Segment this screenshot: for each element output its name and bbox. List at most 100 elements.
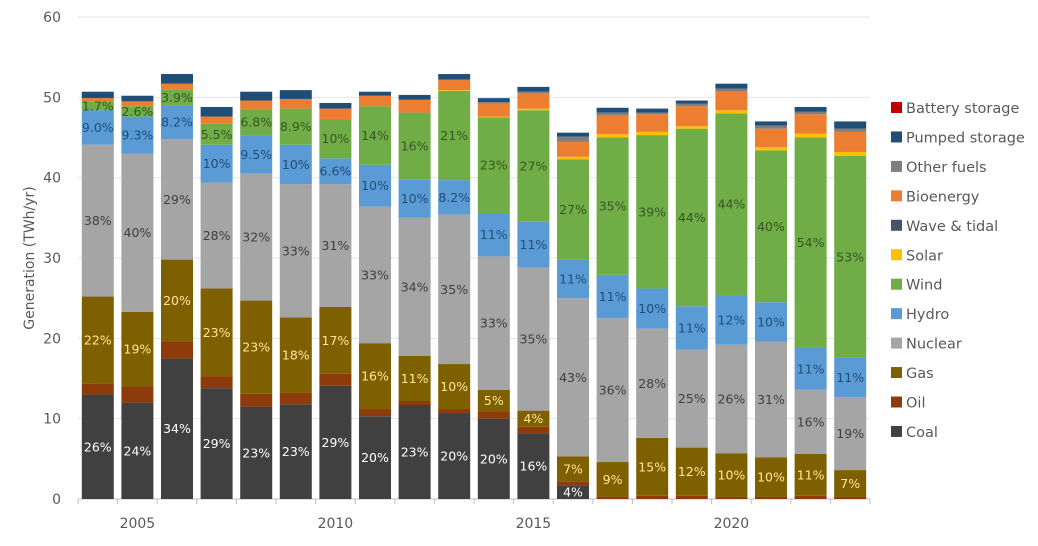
bar-segment-bioenergy [636,114,669,132]
bar-segment-hydro [477,213,510,257]
data-label: 35% [520,332,548,347]
bar-segment-oil [834,496,867,499]
data-label: 10% [282,157,310,172]
bar-segment-bioenergy [477,103,510,117]
bar-segment-bioenergy [596,115,629,135]
y-tick-label: 50 [43,90,61,106]
data-labels: 26% 22% 38% 9.0% 1.7% 24% 19% 40% 9.3% 2.6% 34% 20%… [82,90,864,500]
data-label: 5% [484,393,504,408]
data-label: 7% [840,476,860,491]
data-label: 5.5% [201,127,233,142]
bar-segment-wind [398,112,431,180]
bar-segment-coal [81,394,114,499]
y-tick-label: 60 [43,10,61,26]
y-tick-label: 20 [43,331,61,347]
data-label: 12% [678,464,706,479]
data-label: 16% [520,459,548,474]
bar-segment-wind [596,137,629,275]
bar-segment-other-fuels [834,128,867,132]
bar-segment-oil [557,481,589,486]
bar-segment-oil [279,392,312,405]
bar-segment-solar [477,116,510,118]
legend-swatch [891,425,902,437]
data-label: 11% [480,227,508,242]
data-label: 10% [203,156,231,171]
data-label: 10% [757,314,785,329]
data-label: 9% [603,472,623,487]
bar-segment-hydro [517,221,550,268]
data-label: 6.6% [320,164,352,179]
data-label: 10% [718,467,746,482]
data-label: 38% [84,213,112,228]
bar-segment-bioenergy [319,108,352,120]
data-label: 19% [124,342,152,357]
bar-segment-oil [240,393,273,407]
data-label: 27% [559,202,587,217]
data-label: 15% [638,459,666,474]
bar-segment-nuclear [240,173,273,301]
bar-segment-bioenergy [200,116,233,124]
bar-segment-pumped-storage [359,91,391,96]
bar-segment-nuclear [359,206,391,344]
legend-entry: Other fuels [906,160,987,176]
legend: Battery storage Pumped storage Other fuels… [891,101,1025,441]
data-label: 23% [282,444,310,459]
bar-segment-gas [121,311,154,387]
legend-entry: Hydro [906,307,949,323]
bar-segment-wind [834,155,867,358]
data-label: 9.5% [240,147,272,162]
bar-segment-gas [477,389,510,412]
bar-segment-wind [477,117,510,214]
bar-segment-coal [279,404,312,499]
bars [81,74,867,499]
bar-segment-wind [715,113,748,295]
bar-segment-bioenergy [240,100,273,110]
bar-segment-other-fuels [557,136,589,142]
bar-segment-bioenergy [398,99,431,113]
bar-segment-other-fuels [517,91,550,94]
bar-segment-coal [517,433,550,499]
bar-segment-bioenergy [81,98,114,102]
bar-segment-bioenergy [121,101,154,107]
bar-segment-wind [517,110,550,222]
data-label: 23% [242,340,270,355]
gridlines [78,16,870,500]
bar-segment-pumped-storage [240,91,273,101]
bar-segment-bioenergy [715,91,748,111]
bar-segment-pumped-storage [398,94,431,100]
bar-segment-oil [477,411,510,419]
bar-segment-coal [200,388,233,499]
legend-entry: Bioenergy [906,189,980,205]
bar-segment-bioenergy [279,98,312,109]
data-label: 17% [322,333,350,348]
bar-segment-coal [398,405,431,499]
data-label: 11% [797,361,825,376]
data-label: 23% [242,445,270,460]
bar-segment-wind [279,108,312,145]
data-label: 22% [84,332,112,347]
bar-segment-hydro [200,144,233,183]
data-label: 34% [163,421,191,436]
bar-segment-solar [715,110,748,114]
bar-segment-wind [794,137,827,348]
data-label: 19% [836,426,864,441]
data-label: 10% [440,379,468,394]
bar-segment-hydro [636,288,669,329]
bar-segment-pumped-storage [834,121,867,129]
bar-segment-coal [240,406,273,499]
bar-segment-gas [359,343,391,410]
data-label: 10% [322,131,350,146]
bar-segment-bioenergy [794,114,827,134]
x-axis-ticks: 2005 2010 2015 2020 [77,499,871,532]
bar-segment-pumped-storage [715,83,748,89]
bar-segment-pumped-storage [200,106,233,117]
data-label: 20% [480,451,508,466]
bar-segment-pumped-storage [121,95,154,102]
bar-segment-oil [319,373,352,386]
bar-segment-gas [398,356,431,401]
bar-segment-nuclear [121,153,154,312]
data-label: 16% [401,138,429,153]
data-label: 10% [361,178,389,193]
bar-segment-nuclear [596,318,629,463]
data-label: 36% [599,383,627,398]
